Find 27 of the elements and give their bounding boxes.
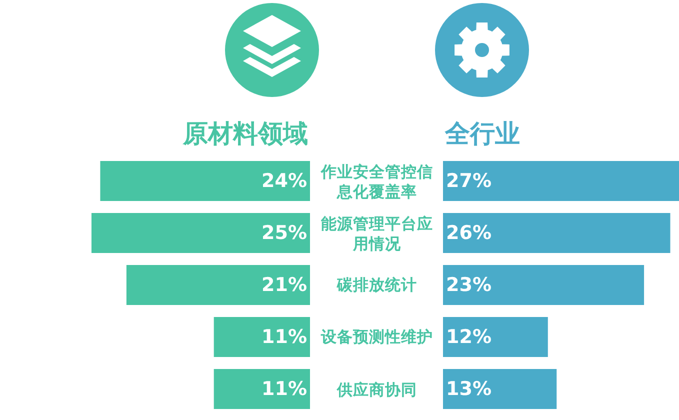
y-tick-label: 设备预测性维护 [320,328,433,346]
data-label: 24% [262,170,307,192]
series-label: 全行业 [444,119,520,148]
data-label: 11% [262,326,307,348]
bar [443,264,644,306]
data-label: 21% [262,274,307,296]
data-label: 12% [446,326,492,348]
series-label: 原材料领域 [182,119,308,148]
y-tick-label: 供应商协同 [336,380,417,399]
data-label: 27% [446,170,492,192]
y-tick-label: 作业安全管控信息化覆盖率 [320,162,433,202]
bar [443,368,557,410]
bar [214,316,310,358]
bar [100,160,310,202]
bar [214,368,310,410]
data-label: 26% [446,222,492,244]
data-label: 23% [446,274,492,296]
data-label: 11% [262,378,307,400]
data-label: 25% [262,222,307,244]
bar [126,264,310,306]
y-tick-label: 能源管理平台应用情况 [321,214,433,254]
y-tick-label: 碳排放统计 [336,276,417,294]
bar [443,160,679,202]
data-label: 13% [446,378,492,400]
bar [443,212,670,254]
bar [443,316,548,358]
bar [91,212,310,254]
